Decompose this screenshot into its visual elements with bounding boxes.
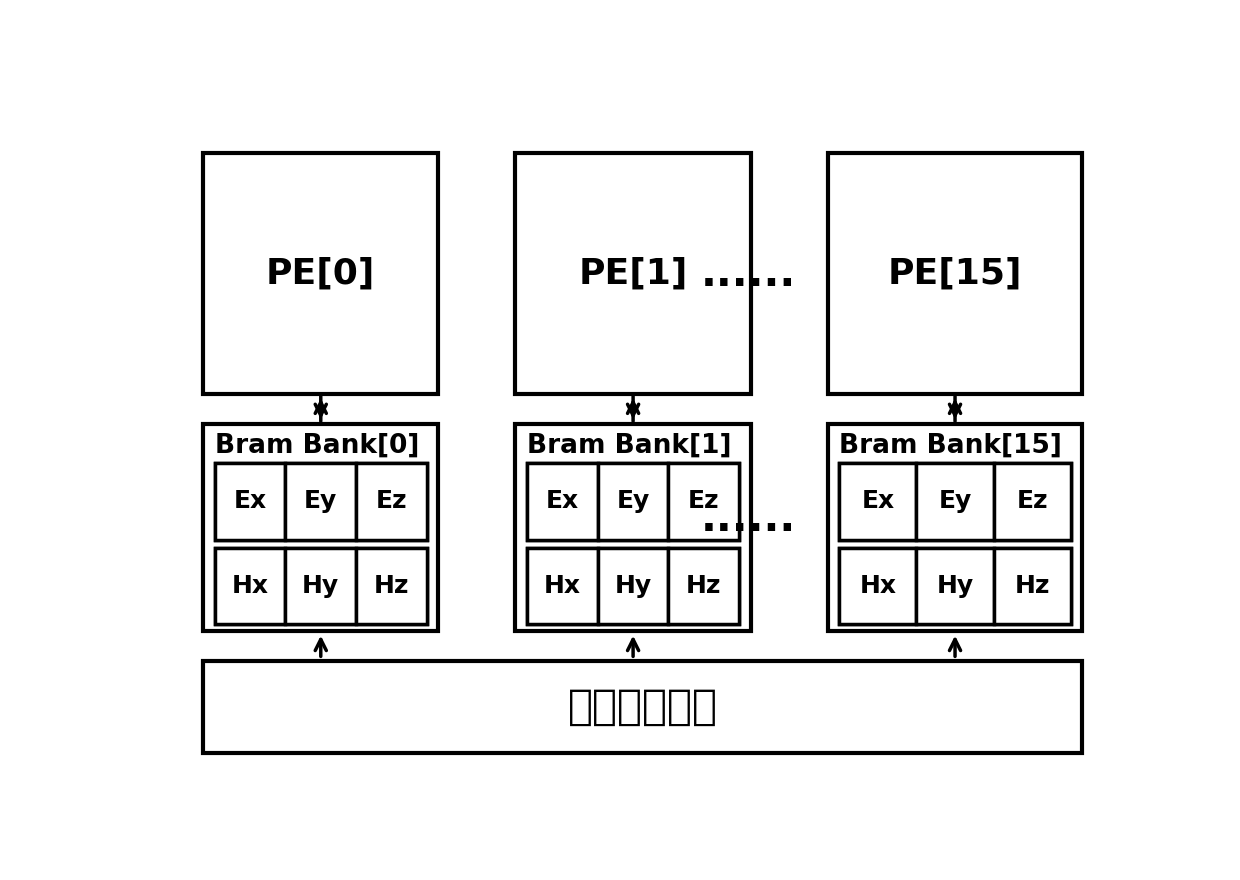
Bar <box>828 153 1083 393</box>
Bar <box>356 547 427 624</box>
Bar <box>215 464 427 539</box>
Text: PE[0]: PE[0] <box>267 256 376 290</box>
Text: Hx: Hx <box>232 574 269 598</box>
Text: Bram Bank[1]: Bram Bank[1] <box>527 432 732 458</box>
Text: Ez: Ez <box>688 489 719 514</box>
Text: Ex: Ex <box>233 489 267 514</box>
Bar <box>527 547 739 624</box>
Bar <box>839 547 1071 624</box>
Bar <box>527 464 739 539</box>
Text: Hx: Hx <box>859 574 897 598</box>
Text: Ey: Ey <box>304 489 337 514</box>
Text: ......: ...... <box>701 498 796 540</box>
Bar <box>668 464 739 539</box>
Text: Bram Bank[0]: Bram Bank[0] <box>215 432 419 458</box>
Text: ......: ...... <box>701 253 796 295</box>
Bar <box>285 547 356 624</box>
Bar <box>203 661 1083 752</box>
Text: Ey: Ey <box>616 489 650 514</box>
Bar <box>215 547 285 624</box>
Text: Hy: Hy <box>936 574 973 598</box>
Bar <box>356 464 427 539</box>
Text: Ex: Ex <box>862 489 894 514</box>
Bar <box>993 464 1071 539</box>
Bar <box>516 424 750 631</box>
Text: Hy: Hy <box>303 574 340 598</box>
Bar <box>839 464 916 539</box>
Bar <box>916 464 993 539</box>
Text: Ex: Ex <box>546 489 579 514</box>
Bar <box>516 153 750 393</box>
Text: Hz: Hz <box>373 574 409 598</box>
Text: Ez: Ez <box>1017 489 1048 514</box>
Bar <box>527 464 598 539</box>
Bar <box>916 547 993 624</box>
Bar <box>215 547 427 624</box>
Bar <box>203 153 439 393</box>
Text: PE[15]: PE[15] <box>888 256 1022 290</box>
Text: Ez: Ez <box>376 489 408 514</box>
Text: Bram Bank[15]: Bram Bank[15] <box>839 432 1063 458</box>
Bar <box>215 464 285 539</box>
Text: Hz: Hz <box>1014 574 1050 598</box>
Text: 激励源赋值器: 激励源赋值器 <box>568 686 718 728</box>
Bar <box>668 547 739 624</box>
Bar <box>839 547 916 624</box>
Bar <box>839 464 1071 539</box>
Bar <box>527 547 598 624</box>
Bar <box>285 464 356 539</box>
Text: Hx: Hx <box>544 574 580 598</box>
Bar <box>598 464 668 539</box>
Text: Hz: Hz <box>686 574 722 598</box>
Text: Hy: Hy <box>615 574 652 598</box>
Bar <box>203 424 439 631</box>
Bar <box>828 424 1083 631</box>
Bar <box>598 547 668 624</box>
Text: PE[1]: PE[1] <box>578 256 688 290</box>
Bar <box>993 547 1071 624</box>
Text: Ey: Ey <box>939 489 972 514</box>
